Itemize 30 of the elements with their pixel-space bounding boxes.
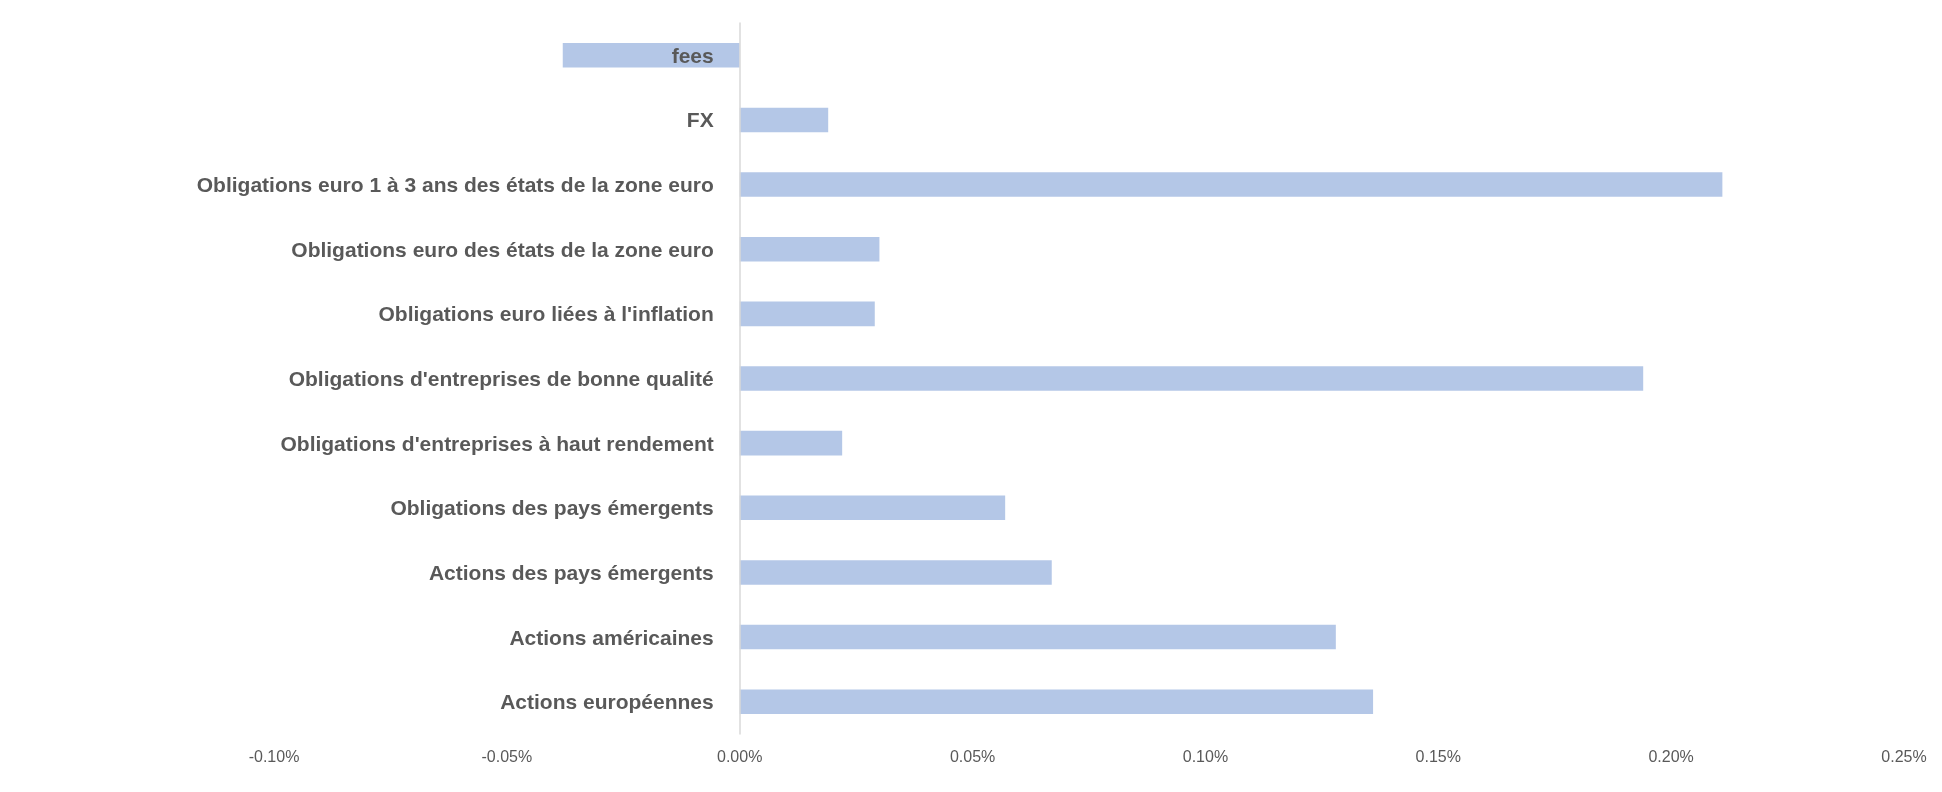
y-tick-label: FX [686, 108, 714, 132]
bar [739, 366, 1644, 391]
bar [739, 107, 829, 133]
x-tick-label: -0.10% [248, 747, 300, 765]
y-tick-label: Obligations euro 1 à 3 ans des états de la zone euro [196, 173, 714, 197]
x-tick-label: 0.05% [949, 747, 996, 765]
y-tick-label: Actions européennes [500, 690, 714, 714]
x-tick-label: 0.10% [1182, 747, 1229, 765]
bar [739, 236, 880, 262]
y-tick-label: Obligations d'entreprises de bonne qualité [288, 367, 714, 390]
bar [562, 43, 740, 68]
y-tick-label: Actions américaines [509, 625, 714, 649]
x-tick-label: 0.15% [1415, 747, 1461, 765]
bar [739, 689, 1374, 714]
y-tick-label: fees [671, 43, 714, 67]
x-tick-label: 0.25% [1881, 747, 1927, 765]
bar [739, 560, 1052, 585]
y-tick-label: Obligations euro des états de la zone euro [291, 237, 714, 261]
y-tick-label: Obligations des pays émergents [390, 496, 714, 520]
x-tick-label: -0.05% [481, 747, 533, 765]
bar [739, 430, 843, 456]
bar [739, 495, 1006, 521]
x-tick-label: 0.00% [717, 747, 763, 765]
bar [739, 624, 1336, 650]
y-tick-label: Actions des pays émergents [428, 560, 714, 584]
x-tick-label: 0.20% [1648, 747, 1694, 765]
y-tick-label: Obligations d'entreprises à haut rendement [280, 431, 714, 455]
y-tick-label: Obligations euro liées à l'inflation [378, 302, 714, 326]
bar [739, 301, 875, 327]
bar [739, 172, 1723, 197]
